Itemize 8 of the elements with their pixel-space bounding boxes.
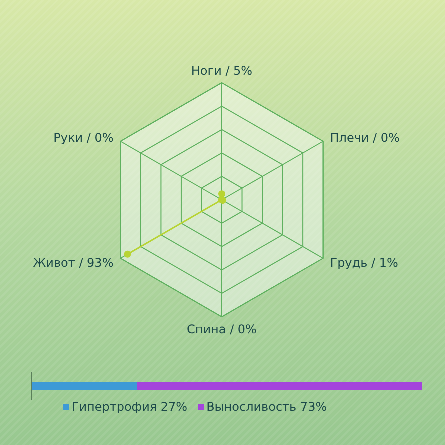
spoke-label: Ноги / 5%	[191, 64, 253, 78]
spoke-label: Живот / 93%	[33, 256, 114, 270]
legend-label: Гипертрофия 27%	[72, 400, 188, 414]
spoke-label: Грудь / 1%	[330, 256, 398, 270]
legend-label: Выносливость 73%	[206, 400, 328, 414]
spoke-label: Спина / 0%	[187, 322, 257, 337]
spoke-label: Плечи / 0%	[330, 130, 400, 145]
spoke-label: Руки / 0%	[54, 130, 114, 145]
